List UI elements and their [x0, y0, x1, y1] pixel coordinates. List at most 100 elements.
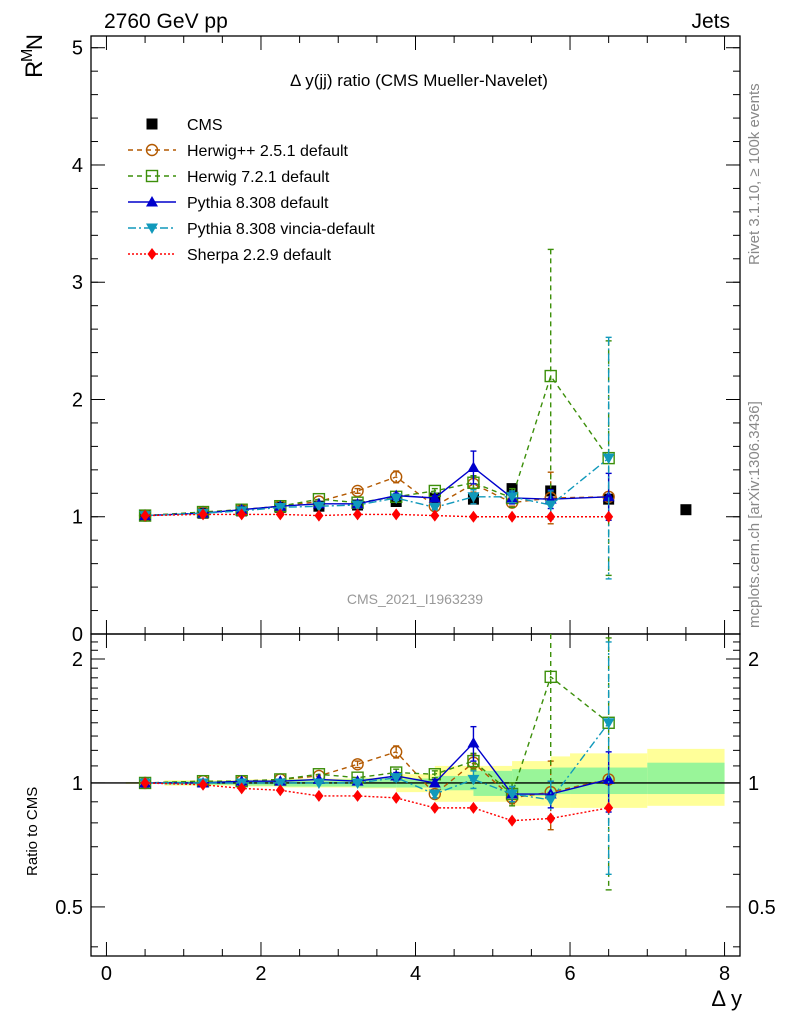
main-y-axis-label: R M N	[19, 34, 48, 78]
main-title: Δ y(jj) ratio (CMS Mueller-Navelet)	[290, 71, 548, 90]
side-rivet-label: Rivet 3.1.10, ≥ 100k events	[746, 83, 763, 265]
ratio-point-pythia	[602, 773, 615, 784]
header-right: Jets	[691, 10, 730, 33]
main-line-herwigpp	[145, 476, 609, 517]
ratio-point-sherpa	[604, 801, 614, 814]
main-point-vincia	[428, 502, 441, 514]
legend-label-sherpa: Sherpa 2.2.9 default	[187, 247, 332, 264]
main-point-sherpa	[430, 509, 440, 522]
ratio-point-sherpa	[314, 789, 324, 802]
legend-label-herwigpp: Herwig++ 2.5.1 default	[187, 143, 349, 160]
main-series-sherpa	[140, 508, 614, 523]
ratio-point-sherpa	[391, 791, 401, 804]
main-panel: 0 1 2 3 4 5	[72, 35, 741, 646]
ratio-y-tick-label: 2	[72, 649, 83, 671]
main-point-pythia	[602, 490, 615, 502]
ratio-line-sherpa	[145, 782, 609, 822]
main-point-vincia	[602, 453, 615, 465]
ratio-y-tick-label: 1	[72, 773, 83, 795]
ratio-point-vincia	[351, 778, 364, 789]
ratio-point-vincia	[390, 773, 403, 784]
ratio-point-sherpa	[468, 801, 478, 814]
main-point-sherpa	[275, 508, 285, 521]
main-point-sherpa	[353, 508, 363, 521]
main-y-tick-label: 0	[72, 624, 83, 646]
legend: CMS Herwig++ 2.5.1 default Herwig 7.2.1 de…	[128, 117, 375, 264]
legend-entry-cms: CMS	[146, 117, 223, 134]
ratio-point-sherpa	[198, 778, 208, 791]
main-point-vincia	[312, 501, 325, 513]
main-point-herwigpp	[389, 470, 403, 484]
main-line-pythia	[145, 466, 609, 517]
ratio-point-vincia	[602, 718, 615, 729]
legend-marker-cms	[146, 118, 158, 130]
ratio-point-vincia	[312, 778, 325, 789]
main-point-vincia	[351, 500, 364, 512]
legend-label-vincia: Pythia 8.308 vincia-default	[187, 221, 375, 238]
main-point-sherpa	[546, 510, 556, 523]
legend-marker-vincia	[146, 223, 158, 234]
ratio-point-vincia	[544, 795, 557, 806]
main-y-tick-label: 3	[72, 272, 83, 294]
ratio-point-pythia	[428, 776, 441, 788]
legend-label-herwig7: Herwig 7.2.1 default	[187, 169, 330, 186]
legend-marker-pythia	[146, 196, 158, 207]
watermark: CMS_2021_I1963239	[347, 591, 483, 607]
main-series-herwigpp	[138, 470, 615, 525]
ratio-line-pythia	[145, 741, 609, 795]
ratio-y-tick-label: 0.5	[55, 897, 83, 919]
main-point-herwigpp	[351, 484, 364, 498]
ratio-series-vincia	[139, 641, 615, 876]
ratio-point-sherpa	[353, 789, 363, 802]
ratio-point-vincia	[506, 789, 519, 801]
ratio-point-sherpa	[430, 801, 440, 814]
main-y-label-sup: M	[19, 49, 36, 62]
ratio-y-tick-label-right: 0.5	[748, 897, 776, 919]
main-point-vincia	[467, 492, 480, 503]
ratio-y-axis-label: Ratio to CMS	[24, 787, 41, 876]
x-tick-label: 6	[564, 963, 575, 985]
ratio-point-vincia	[274, 778, 287, 789]
legend-entry-pythia: Pythia 8.308 default	[128, 195, 329, 212]
ratio-point-herwigpp	[389, 745, 403, 759]
x-tick-label: 4	[410, 963, 421, 985]
ratio-line-vincia	[145, 722, 610, 801]
main-y-tick-label: 1	[72, 507, 83, 529]
main-line-vincia	[145, 457, 610, 517]
main-point-sherpa	[507, 510, 517, 523]
ratio-point-sherpa	[275, 784, 285, 797]
legend-label-cms: CMS	[187, 117, 223, 134]
ratio-series-sherpa	[140, 776, 614, 827]
ratio-y-tick-label-right: 2	[748, 649, 759, 671]
ratio-point-sherpa	[507, 814, 517, 827]
main-point-pythia	[428, 491, 441, 503]
main-y-tick-label: 2	[72, 389, 83, 411]
header-left: 2760 GeV pp	[104, 10, 228, 33]
ratio-point-sherpa	[237, 782, 247, 795]
main-line-sherpa	[145, 513, 609, 518]
main-point-pythia	[467, 461, 480, 472]
main-series-herwig7	[138, 248, 615, 577]
ratio-point-herwigpp	[351, 758, 364, 771]
main-point-sherpa	[391, 508, 401, 521]
main-point-sherpa	[237, 508, 247, 521]
x-tick-label: 2	[255, 963, 266, 985]
ratio-y-tick-label-right: 1	[748, 773, 759, 795]
x-axis-label: Δ y	[711, 986, 742, 1011]
legend-label-pythia: Pythia 8.308 default	[187, 195, 329, 212]
ratio-point-pythia	[467, 737, 480, 748]
main-point-sherpa	[468, 510, 478, 523]
main-y-label-r: R	[21, 61, 48, 78]
main-point-herwig7	[544, 369, 557, 383]
main-series-pythia	[139, 450, 615, 521]
ratio-panel: 0.5 0.5 1 1 2 2 0 2 4 6 8	[55, 633, 776, 985]
ratio-point-sherpa	[546, 812, 556, 825]
legend-entry-vincia: Pythia 8.308 vincia-default	[128, 221, 375, 238]
legend-entry-herwigpp: Herwig++ 2.5.1 default	[128, 143, 349, 160]
main-y-tick-label: 5	[72, 38, 83, 60]
main-y-tick-label: 4	[72, 155, 83, 177]
ratio-point-sherpa	[140, 776, 150, 789]
legend-marker-herwigpp	[145, 143, 159, 157]
legend-entry-herwig7: Herwig 7.2.1 default	[128, 169, 330, 186]
ratio-point-vincia	[467, 774, 480, 786]
